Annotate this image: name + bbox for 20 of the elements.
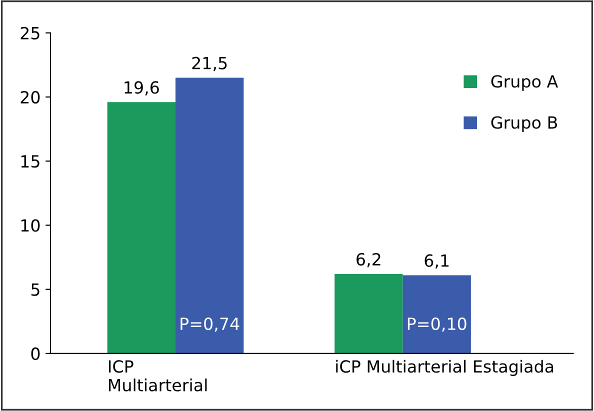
y-tick-label: 5 <box>31 284 40 296</box>
data-label: 6,2 <box>356 252 380 268</box>
legend-label: Grupo A <box>491 75 558 91</box>
annotation: P=0,74 <box>180 317 240 332</box>
x-tick-label: ICP Multiarterial <box>108 360 207 392</box>
data-label: 6,1 <box>424 254 449 269</box>
y-tick-label: 20 <box>20 90 40 104</box>
bar <box>402 275 471 354</box>
legend-label: Grupo B <box>491 116 558 132</box>
data-label: 21,5 <box>192 56 227 72</box>
bar <box>175 78 244 354</box>
x-tick-label: iCP Multiarterial Estagiada <box>336 360 554 376</box>
y-tick-label: 0 <box>31 347 40 360</box>
bar <box>107 102 176 354</box>
y-tick-label: 25 <box>20 26 40 40</box>
annotation: P=0,10 <box>408 317 466 332</box>
bar <box>334 274 403 354</box>
y-tick-label: 15 <box>21 155 40 168</box>
data-label: 19,6 <box>124 81 159 96</box>
y-tick-label: 10 <box>21 219 40 232</box>
